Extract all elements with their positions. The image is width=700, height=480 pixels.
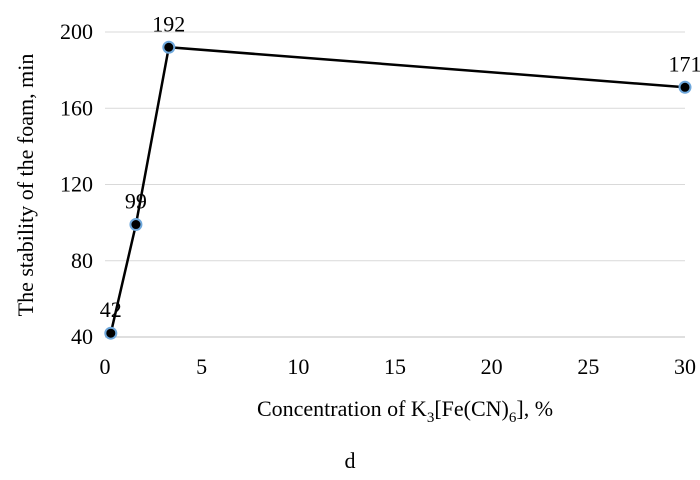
data-point-1 — [129, 218, 143, 232]
x-tick-label-5: 5 — [196, 354, 207, 379]
y-tick-label-120: 120 — [60, 172, 93, 197]
data-labels: 42 99 192 171 — [100, 11, 700, 322]
x-axis-label-prefix: Concentration of K — [257, 396, 427, 421]
y-tick-labels: 40 80 120 160 200 — [60, 19, 93, 349]
data-label-1: 99 — [125, 189, 147, 214]
y-axis-label: The stability of the foam, min — [13, 54, 38, 317]
data-label-3: 171 — [669, 51, 700, 76]
y-tick-label-160: 160 — [60, 95, 93, 120]
data-series — [104, 40, 692, 340]
data-point-2 — [162, 40, 176, 54]
data-point-3 — [678, 80, 692, 94]
data-label-0: 42 — [100, 297, 122, 322]
y-tick-label-80: 80 — [71, 248, 93, 273]
y-tick-label-200: 200 — [60, 19, 93, 44]
x-tick-label-0: 0 — [100, 354, 111, 379]
figure-caption: d — [344, 448, 356, 473]
data-label-2: 192 — [152, 11, 185, 36]
x-tick-label-30: 30 — [674, 354, 696, 379]
x-axis-label: Concentration of K3[Fe(CN)6], % — [257, 396, 553, 426]
x-tick-label-15: 15 — [384, 354, 406, 379]
data-point-0 — [104, 326, 118, 340]
x-axis-label-sub1: 3 — [427, 410, 435, 426]
x-axis-label-suffix: ], % — [516, 396, 553, 421]
x-tick-labels: 0 5 10 15 20 25 30 — [100, 354, 697, 379]
y-tick-label-40: 40 — [71, 324, 93, 349]
gridlines — [105, 31, 685, 262]
series-line-0 — [109, 45, 686, 334]
x-axis-label-middle: [Fe(CN) — [434, 396, 509, 421]
x-tick-label-25: 25 — [577, 354, 599, 379]
x-tick-label-10: 10 — [287, 354, 309, 379]
x-axis-label-sub2: 6 — [509, 410, 517, 426]
x-tick-label-20: 20 — [481, 354, 503, 379]
